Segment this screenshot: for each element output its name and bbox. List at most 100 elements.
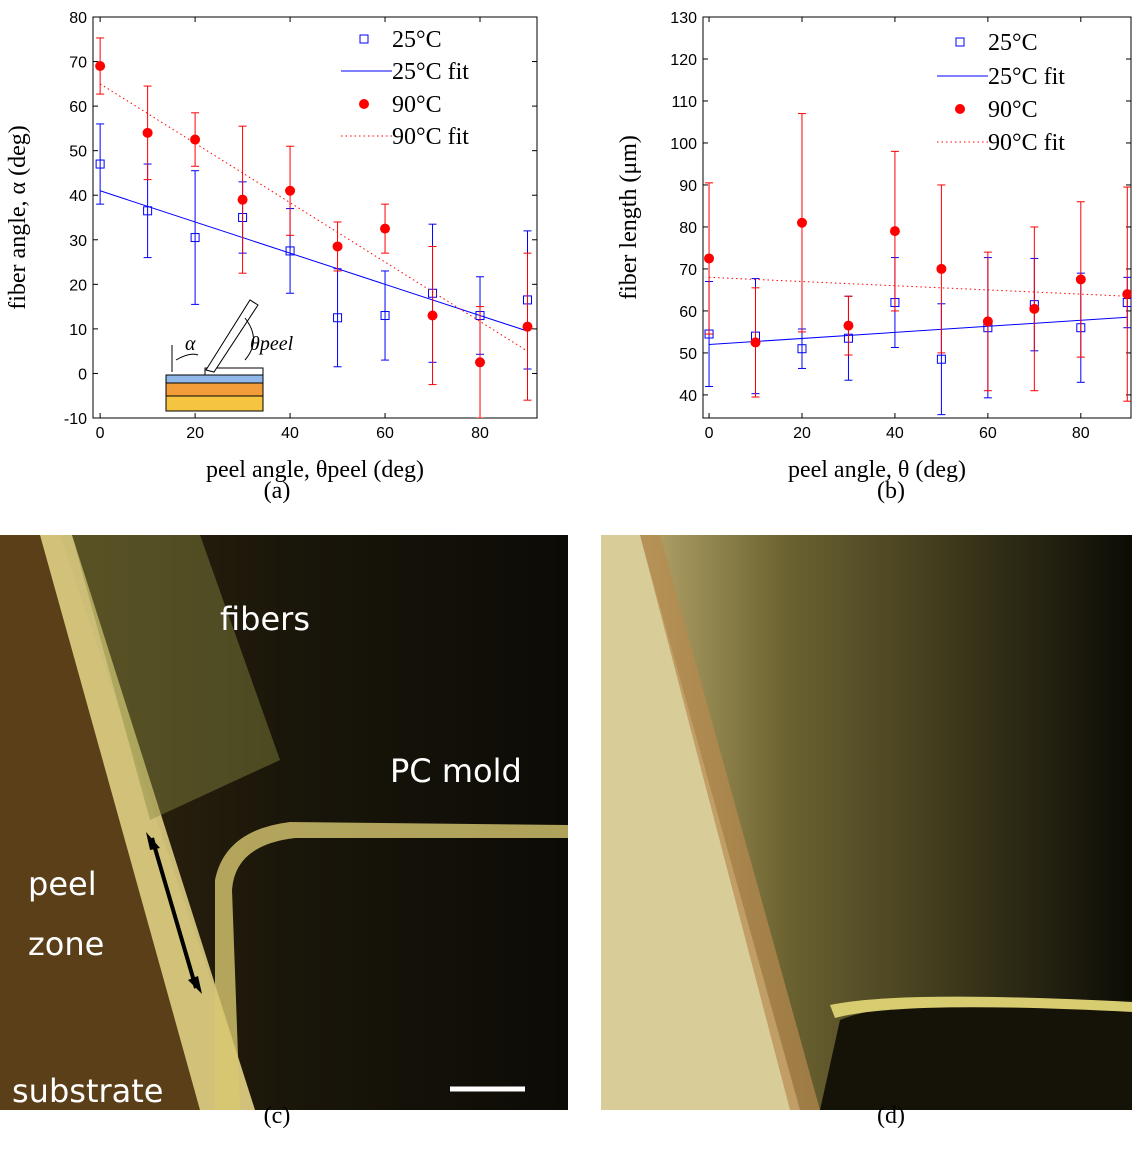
- y-tick-label: 120: [670, 52, 697, 69]
- marker: [380, 311, 390, 321]
- marker: [190, 233, 200, 243]
- inset-diagram: [165, 299, 264, 412]
- error-bar: [797, 328, 806, 369]
- marker: [285, 246, 295, 256]
- marker: [332, 241, 343, 252]
- x-tick-label: 40: [281, 425, 299, 442]
- fit-line: [709, 316, 1128, 346]
- fit-line: [99, 83, 528, 352]
- plot: 0 20 40 60 80 40 50 60 70 80 90 100 110 120 130 peel an…: [616, 10, 1132, 504]
- image-label: PC mold: [390, 752, 522, 790]
- image-label: zone: [28, 925, 104, 963]
- marker: [796, 217, 807, 228]
- image-label: fibers: [220, 600, 310, 638]
- marker: [237, 194, 248, 205]
- micrograph-c: [0, 535, 568, 1110]
- y-tick-label: 60: [679, 304, 697, 321]
- legend-label: 25°C: [392, 27, 442, 53]
- marker: [427, 310, 438, 321]
- marker: [936, 354, 946, 364]
- plot: 0 20 40 60 80 -10 0 10 20 30 40 50 60 70 80 peel angle,…: [5, 10, 538, 504]
- marker: [95, 159, 105, 169]
- y-tick-label: 80: [679, 220, 697, 237]
- legend-label: 90°C fit: [392, 124, 469, 150]
- y-tick-label: 40: [679, 388, 697, 405]
- legend-label: 90°C: [392, 92, 442, 118]
- y-tick-label: 100: [670, 136, 697, 153]
- marker: [1122, 289, 1131, 300]
- y-tick-label: 10: [69, 322, 87, 339]
- x-tick-label: 60: [376, 425, 394, 442]
- error-bar: [191, 170, 200, 305]
- x-tick-label: 60: [979, 425, 997, 442]
- marker: [750, 337, 761, 348]
- inset-label: θpeel: [250, 333, 294, 355]
- y-tick-label: 40: [69, 188, 87, 205]
- inset-label: α: [185, 333, 196, 355]
- x-axis-label: peel angle, θ (deg): [788, 457, 966, 483]
- marker: [333, 313, 343, 323]
- marker: [1029, 303, 1040, 314]
- y-axis-label: fiber length (μm): [616, 135, 642, 300]
- marker: [889, 226, 900, 237]
- marker: [797, 344, 807, 354]
- y-tick-label: 20: [69, 277, 87, 294]
- marker: [190, 134, 201, 145]
- legend-marker: [359, 99, 369, 109]
- marker: [522, 321, 533, 332]
- marker: [285, 185, 296, 196]
- panel-label: (b): [877, 478, 905, 504]
- legend-marker: [359, 34, 369, 44]
- x-tick-label: 0: [96, 425, 105, 442]
- y-tick-label: 80: [69, 10, 87, 27]
- fit-line: [709, 276, 1128, 297]
- image-label: peel: [28, 865, 97, 903]
- x-axis-label: peel angle, θpeel (deg): [206, 457, 424, 483]
- panel-label: (c): [264, 1103, 291, 1129]
- y-tick-label: -10: [64, 411, 87, 428]
- plot-area: [95, 37, 533, 418]
- axes-frame: [702, 16, 1132, 419]
- y-tick-label: 30: [69, 233, 87, 250]
- legend-label: 25°C fit: [988, 64, 1065, 90]
- x-tick-label: 20: [186, 425, 204, 442]
- legend-label: 25°C: [988, 30, 1038, 56]
- panel-label: (a): [264, 478, 291, 504]
- error-bar: [333, 268, 342, 368]
- image-label: substrate: [12, 1072, 163, 1110]
- x-tick-label: 80: [471, 425, 489, 442]
- legend-label: 25°C fit: [392, 59, 469, 85]
- marker: [936, 263, 947, 274]
- marker: [843, 320, 854, 331]
- x-tick-label: 80: [1072, 425, 1090, 442]
- marker: [704, 253, 715, 264]
- y-tick-label: 70: [679, 262, 697, 279]
- plot-area: [704, 113, 1131, 416]
- legend-label: 90°C: [988, 97, 1038, 123]
- fit-line: [99, 190, 528, 332]
- legend-label: 90°C fit: [988, 130, 1065, 156]
- panel-label: (d): [877, 1103, 905, 1129]
- marker: [982, 316, 993, 327]
- x-tick-label: 40: [886, 425, 904, 442]
- marker: [380, 223, 391, 234]
- x-tick-label: 20: [793, 425, 811, 442]
- marker: [475, 357, 486, 368]
- y-tick-label: 60: [69, 99, 87, 116]
- marker: [142, 127, 153, 138]
- error-bar: [381, 270, 390, 361]
- marker: [95, 61, 106, 72]
- y-tick-label: 90: [679, 178, 697, 195]
- marker: [1075, 274, 1086, 285]
- legend-marker: [955, 104, 965, 114]
- y-axis-label: fiber angle, α (deg): [5, 125, 31, 310]
- axes-frame: [92, 16, 538, 419]
- legend-marker: [955, 37, 965, 47]
- micrograph-d: [601, 535, 1132, 1110]
- x-tick-label: 0: [705, 425, 714, 442]
- y-tick-label: 50: [69, 144, 87, 161]
- y-tick-label: 130: [670, 10, 697, 27]
- y-tick-label: 50: [679, 346, 697, 363]
- y-tick-label: 110: [671, 94, 697, 111]
